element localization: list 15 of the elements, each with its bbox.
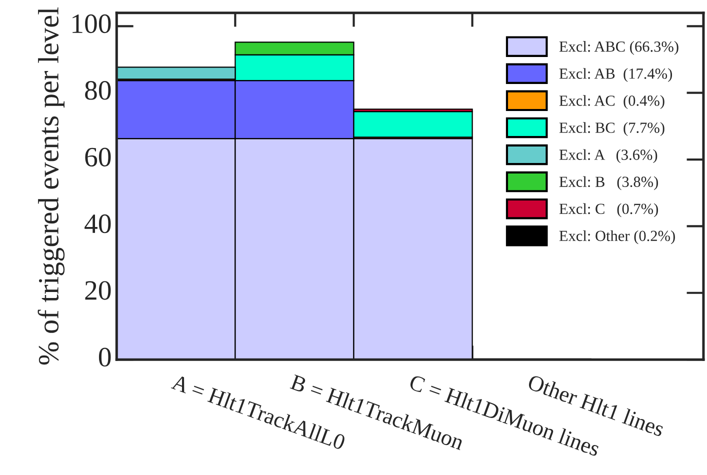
legend-label: Excl: ABC (66.3%) [559, 41, 678, 55]
y-tick-label: 80 [85, 81, 111, 100]
legend-label: Excl: AB (17.4%) [559, 68, 672, 82]
y-tick-label: 20 [85, 281, 111, 300]
legend-label: Excl: C (0.7%) [559, 203, 658, 218]
legend-label: Excl: A (3.6%) [559, 149, 658, 164]
y-tick-label: 0 [98, 348, 111, 367]
y-tick-label: 40 [84, 214, 111, 234]
legend-label: Excl: AC (0.4%) [559, 95, 664, 109]
legend-label: Excl: B (3.8%) [559, 176, 658, 190]
y-axis-title: % of triggered events per level [38, 7, 65, 365]
y-tick-label: 60 [85, 148, 111, 166]
y-tick-label: 100 [72, 14, 111, 34]
legend-label: Excl: Other (0.2%) [559, 230, 675, 244]
legend-label: Excl: BC (7.7%) [559, 122, 664, 136]
